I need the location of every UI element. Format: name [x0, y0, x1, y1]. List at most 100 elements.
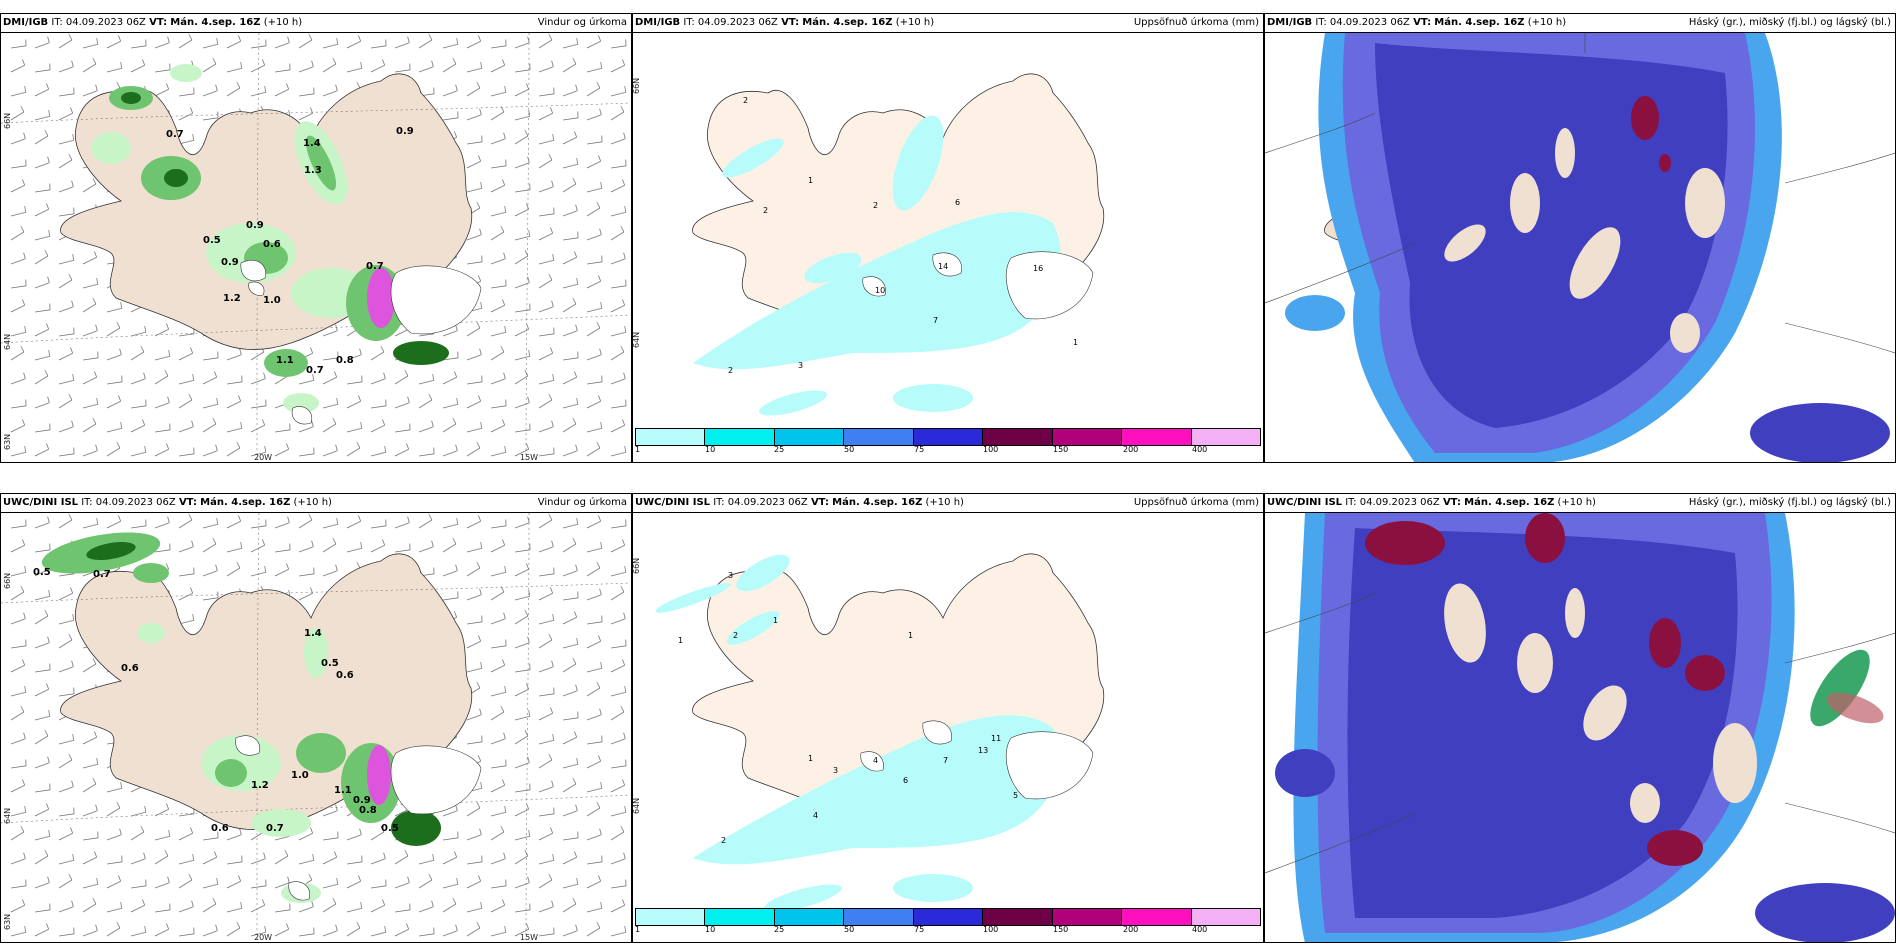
wind-barb: [608, 585, 626, 601]
wind-barb: [152, 849, 170, 865]
wind-barb: [440, 897, 458, 913]
wind-barb: [465, 514, 482, 529]
value-label: 0.5: [381, 823, 399, 834]
wind-barb: [10, 683, 28, 699]
wind-barb: [514, 660, 533, 677]
wind-barb: [58, 419, 75, 434]
wind-barb: [562, 348, 581, 365]
wind-barb: [33, 442, 50, 457]
wind-barb: [489, 538, 506, 553]
wind-barb: [560, 777, 578, 793]
wind-barb: [464, 321, 482, 337]
wind-barb: [250, 371, 267, 386]
wind-barb: [608, 225, 626, 241]
cloud-map: [1265, 513, 1895, 942]
wind-barb: [586, 132, 605, 149]
wind-barb: [153, 442, 170, 457]
init-time: 04.09.2023 06Z: [95, 497, 176, 508]
wind-barb: [58, 804, 77, 821]
wind-barb: [10, 371, 27, 386]
wind-barb: [416, 873, 434, 889]
wind-barb: [562, 755, 580, 771]
wind-barb: [488, 705, 506, 721]
wind-barb: [10, 851, 27, 866]
value-label: 2: [763, 206, 768, 215]
wind-barb: [370, 851, 387, 866]
wind-barb: [33, 802, 50, 817]
wind-barb: [586, 179, 604, 195]
init-time: 04.09.2023 06Z: [65, 17, 146, 28]
wind-barb: [10, 396, 29, 413]
accum-panel-bottom: UWC/DINI ISL IT: 04.09.2023 06Z VT: Mán.…: [632, 493, 1264, 943]
wind-barb: [536, 393, 554, 409]
wind-barb: [562, 228, 581, 245]
wind-barb: [345, 514, 362, 529]
colorbar-cell: [844, 429, 914, 445]
model-name: DMI/IGB: [635, 17, 681, 28]
wind-barb: [585, 274, 602, 289]
wind-barb: [128, 345, 146, 361]
wind-barb: [418, 419, 435, 434]
wind-barb: [80, 57, 98, 73]
panel-title: Vindur og úrkoma: [537, 17, 627, 28]
wind-barb: [105, 514, 122, 529]
wind-barb: [322, 83, 339, 98]
accum-map: 3 2 1 1 4 7 6 13 11 5 3 4 2 1 1: [655, 553, 1105, 912]
value-label: 0.5: [33, 567, 51, 578]
value-label: 0.7: [366, 261, 384, 272]
wind-barb: [178, 444, 197, 461]
wind-barb: [81, 250, 98, 265]
wind-barb: [537, 826, 554, 841]
lead-time: (+10 h): [1557, 497, 1596, 508]
wind-barb: [610, 371, 627, 386]
wind-barb: [561, 370, 578, 385]
wind-barb: [442, 35, 460, 51]
wind-barb: [178, 564, 197, 581]
lat-label-66n: 66N: [632, 557, 641, 574]
wind-barb: [321, 370, 338, 385]
wind-barb: [129, 58, 146, 73]
wind-barb: [466, 899, 484, 915]
wind-barb: [537, 586, 554, 601]
wind-barb: [82, 923, 99, 938]
wind-barb: [561, 610, 578, 625]
wind-barb: [106, 372, 125, 389]
wind-barb: [512, 249, 530, 265]
wind-barb: [466, 419, 484, 435]
wind-barb: [202, 83, 219, 98]
lon-label-15w: 15W: [520, 933, 539, 942]
wind-barb: [465, 154, 482, 169]
init-label: IT:: [81, 497, 93, 508]
wind-barb: [538, 924, 557, 941]
wind-barb: [346, 419, 364, 435]
colorbar-cell: [636, 429, 706, 445]
wind-barb: [34, 275, 51, 290]
valid-time: Mán. 4.sep. 16Z: [170, 17, 261, 28]
wind-barb: [202, 395, 220, 411]
wind-barb: [32, 129, 50, 145]
wind-barb: [610, 756, 629, 773]
wind-barb: [154, 515, 171, 530]
wind-barb: [610, 156, 629, 173]
wind-barb: [562, 83, 579, 98]
colorbar-cell: [1122, 429, 1192, 445]
wind-barb: [562, 635, 580, 651]
value-label: 11: [991, 734, 1001, 743]
wind-barb: [538, 539, 555, 554]
wind-barb: [610, 876, 629, 893]
colorbar-tick: 25: [774, 925, 785, 934]
wind-barb: [536, 873, 554, 889]
value-label: 0.8: [336, 355, 354, 366]
wind-barb: [538, 204, 557, 221]
wind-barb: [104, 801, 122, 817]
wind-barb: [322, 515, 340, 531]
wind-barb: [514, 707, 532, 723]
wind-barb: [82, 348, 101, 365]
wind-barb: [610, 923, 628, 939]
wind-barb: [57, 346, 74, 361]
init-time: 04.09.2023 06Z: [727, 497, 808, 508]
wind-barb: [466, 659, 484, 675]
wind-barb: [538, 419, 555, 434]
colorbar-cell: [774, 429, 845, 445]
value-label: 2: [728, 366, 733, 375]
